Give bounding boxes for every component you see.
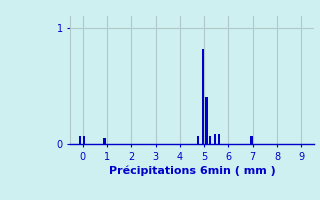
Bar <box>218 134 220 144</box>
Bar <box>103 138 106 144</box>
Bar <box>83 136 85 144</box>
Bar <box>251 136 253 144</box>
Bar <box>205 97 208 144</box>
Bar <box>209 136 211 144</box>
Bar <box>214 134 216 144</box>
X-axis label: Précipitations 6min ( mm ): Précipitations 6min ( mm ) <box>108 166 276 176</box>
Bar <box>79 136 81 144</box>
Bar <box>197 136 199 144</box>
Bar <box>202 49 204 144</box>
